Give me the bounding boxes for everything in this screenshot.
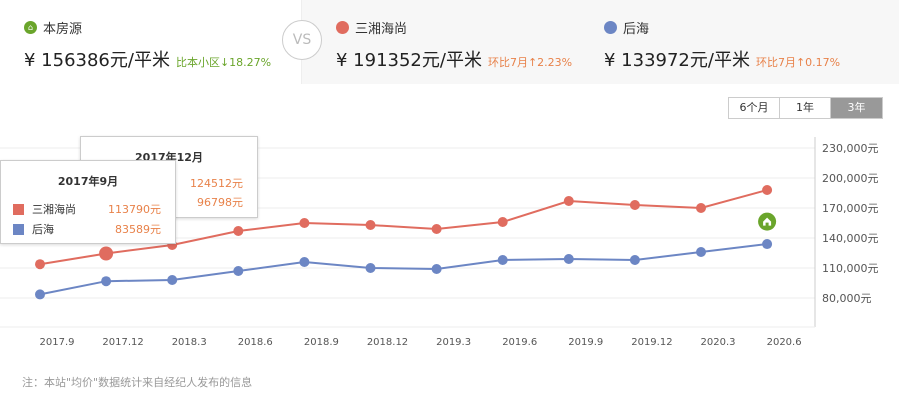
data-point — [233, 266, 244, 276]
data-point — [365, 220, 376, 230]
data-point — [497, 255, 508, 265]
tooltip-name-b: 后海 — [32, 223, 54, 236]
data-point — [696, 203, 706, 213]
own-price: ¥ 156386元/平米 — [24, 50, 170, 71]
y-tick-label: 230,000元 — [822, 142, 879, 155]
data-point — [299, 218, 310, 228]
x-tick-label: 2019.3 — [436, 337, 471, 348]
own-panel: ⌂ 本房源 ¥ 156386元/平米 比本小区↓18.27% — [0, 0, 302, 84]
tooltip-value-b: 96798元 — [197, 196, 243, 209]
data-point — [167, 275, 178, 285]
x-tick-label: 2017.12 — [102, 337, 143, 348]
y-tick-label: 200,000元 — [822, 172, 879, 185]
series-a-dot-icon — [336, 21, 349, 34]
data-point — [365, 263, 376, 273]
tooltip-value-a: 124512元 — [190, 177, 243, 190]
x-tick-label: 2019.12 — [631, 337, 672, 348]
data-point — [497, 217, 508, 227]
x-tick-label: 2018.12 — [367, 337, 408, 348]
x-tick-label: 2018.6 — [238, 337, 273, 348]
footnote: 注：本站"均价"数据统计来自经纪人发布的信息 — [22, 376, 253, 389]
x-tick-label: 2019.6 — [502, 337, 537, 348]
tab-1-year[interactable]: 1年 — [780, 98, 831, 118]
data-point — [762, 185, 773, 195]
tooltip-name-a: 三湘海尚 — [32, 203, 76, 216]
data-point — [431, 264, 442, 274]
vs-badge: VS — [282, 20, 322, 60]
b-compare: 环比7月↑0.17% — [755, 56, 841, 69]
a-price: ¥ 191352元/平米 — [336, 50, 482, 71]
own-compare: 比本小区↓18.27% — [175, 56, 272, 69]
data-point — [629, 200, 640, 210]
tooltip-2017-9: 2017年9月 三湘海尚 113790元 后海 83589元 — [0, 160, 176, 244]
x-tick-label: 2018.3 — [172, 337, 207, 348]
data-point — [696, 247, 706, 257]
legend-square-icon — [13, 223, 24, 235]
tooltip-value-b: 83589元 — [115, 223, 161, 236]
data-point — [99, 246, 114, 261]
data-point — [35, 289, 45, 300]
tab-3-years[interactable]: 3年 — [831, 98, 882, 118]
series-line — [39, 189, 768, 266]
series-b-dot-icon — [604, 21, 617, 34]
y-tick-label: 140,000元 — [822, 232, 879, 245]
y-tick-label: 80,000元 — [822, 292, 872, 305]
legend-square-icon — [13, 203, 24, 215]
data-point — [563, 254, 574, 264]
home-icon: ⌂ — [24, 21, 37, 34]
x-tick-label: 2018.9 — [304, 337, 339, 348]
summary-bar: ⌂ 本房源 ¥ 156386元/平米 比本小区↓18.27% 三湘海尚 ¥ 1913… — [0, 0, 899, 84]
data-point — [629, 255, 640, 265]
data-point — [762, 239, 773, 250]
x-tick-label: 2020.6 — [767, 337, 802, 348]
data-point — [299, 257, 310, 267]
tab-6-months[interactable]: 6个月 — [729, 98, 780, 118]
data-point — [101, 276, 112, 287]
a-compare: 环比7月↑2.23% — [487, 56, 573, 69]
tooltip-value-a: 113790元 — [108, 203, 161, 216]
data-point — [563, 196, 574, 206]
y-tick-label: 110,000元 — [822, 262, 879, 275]
y-tick-label: 170,000元 — [822, 202, 879, 215]
a-label: 三湘海尚 — [355, 22, 408, 37]
series-line — [39, 243, 768, 296]
own-label: 本房源 — [43, 22, 83, 37]
x-tick-label: 2020.3 — [701, 337, 736, 348]
range-tabs: 6个月 1年 3年 — [728, 97, 883, 119]
tooltip-title: 2017年9月 — [57, 175, 119, 188]
b-price: ¥ 133972元/平米 — [604, 50, 750, 71]
x-tick-label: 2019.9 — [568, 337, 603, 348]
data-point — [35, 259, 45, 270]
data-point — [233, 226, 244, 236]
b-label: 后海 — [623, 22, 650, 37]
data-point — [431, 224, 442, 234]
home-icon — [763, 217, 772, 226]
compare-panel: 三湘海尚 ¥ 191352元/平米 环比7月↑2.23% 后海 ¥ 133972元… — [302, 0, 899, 84]
x-tick-label: 2017.9 — [40, 337, 75, 348]
